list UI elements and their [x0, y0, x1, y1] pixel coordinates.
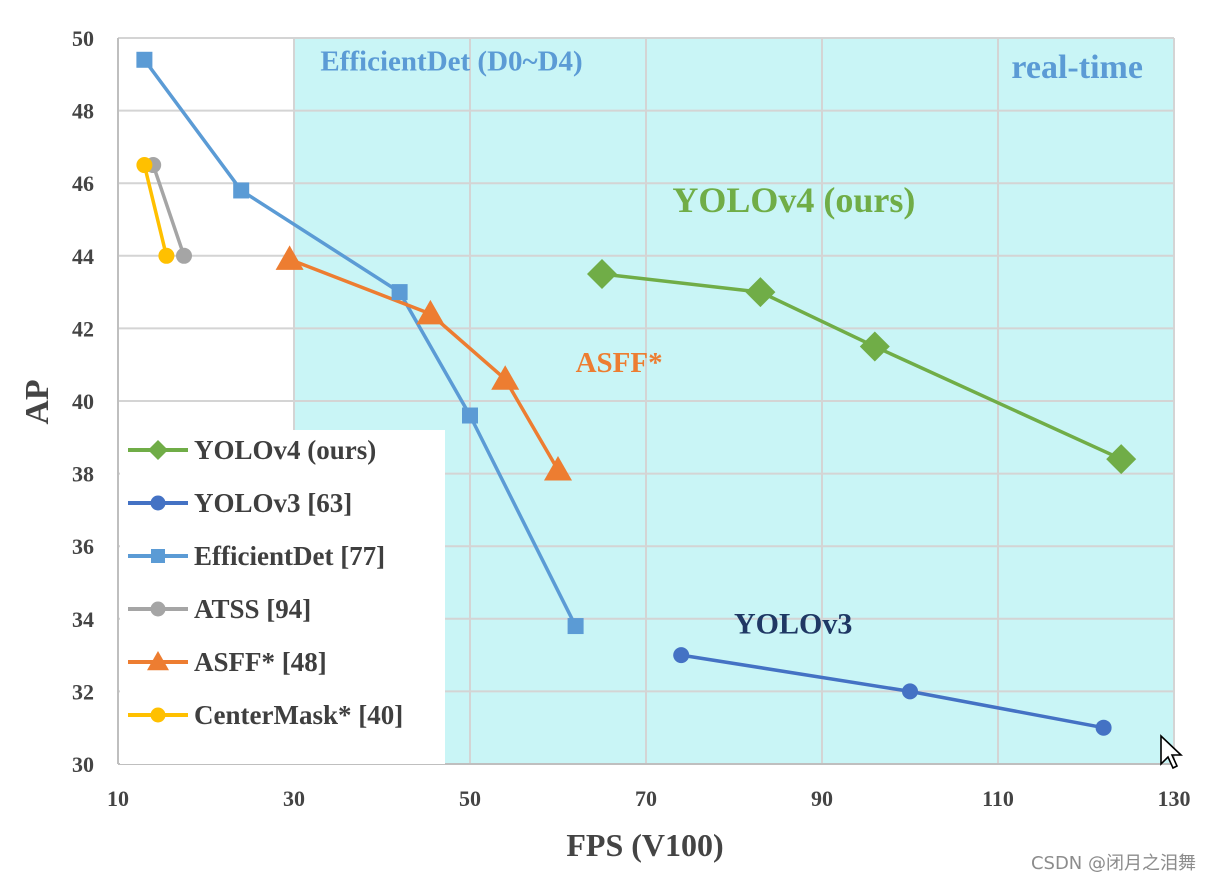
legend-label: YOLOv4 (ours) [194, 435, 376, 465]
legend-label: ASFF* [48] [194, 647, 327, 677]
circle-marker [176, 247, 192, 264]
circle-marker [673, 647, 690, 664]
mouse-cursor-icon [1160, 734, 1184, 770]
circle-marker [150, 601, 166, 617]
x-tick-label: 50 [459, 786, 481, 811]
series-line [142, 163, 169, 258]
annotation-label: YOLOv4 (ours) [672, 180, 915, 220]
watermark: CSDN @闭月之泪舞 [1031, 853, 1196, 874]
legend-label: YOLOv3 [63] [194, 488, 352, 518]
diamond-marker [745, 277, 776, 308]
diamond-marker [148, 440, 168, 460]
x-tick-label: 130 [1158, 786, 1191, 811]
circle-marker [1095, 719, 1112, 736]
legend-label: CenterMask* [40] [194, 700, 403, 730]
y-tick-label: 48 [72, 99, 94, 124]
annotation-label: YOLOv3 [734, 607, 852, 640]
triangle-marker [544, 455, 572, 481]
triangle-marker [416, 299, 445, 325]
x-tick-label: 70 [635, 786, 657, 811]
axes: 10 30 50 70 90 110 130 30 32 34 36 38 40 42 44 46 48 50 [72, 26, 1191, 811]
circle-marker [136, 157, 153, 174]
y-tick-label: 32 [72, 679, 94, 704]
square-marker [136, 51, 153, 68]
circle-marker [902, 683, 918, 700]
circle-marker [150, 707, 166, 723]
series-markers [136, 51, 1137, 736]
diamond-marker [1106, 444, 1137, 475]
square-marker [151, 549, 165, 563]
y-tick-label: 40 [72, 389, 94, 414]
circle-marker [158, 247, 175, 264]
square-marker [462, 407, 478, 424]
triangle-marker [491, 365, 520, 390]
y-tick-label: 50 [72, 26, 94, 51]
y-tick-label: 34 [72, 607, 94, 632]
series-line [151, 163, 186, 258]
square-marker [567, 618, 584, 635]
x-axis-title: FPS (V100) [566, 827, 723, 863]
annotation-label: EfficientDet (D0~D4) [320, 46, 582, 78]
y-tick-label: 46 [72, 171, 94, 196]
triangle-marker [275, 245, 304, 270]
x-tick-label: 90 [811, 786, 833, 811]
annotations: EfficientDet (D0~D4) real-time YOLOv4 (our… [320, 46, 1143, 641]
y-tick-label: 38 [72, 462, 94, 487]
x-tick-label: 10 [107, 786, 129, 811]
square-marker [233, 182, 250, 199]
y-axis-title: AP [19, 379, 56, 424]
circle-marker [150, 495, 166, 511]
annotation-label: ASFF* [576, 347, 663, 379]
x-tick-label: 110 [982, 786, 1014, 811]
y-tick-label: 36 [72, 534, 94, 559]
series-line [600, 272, 1123, 461]
legend-box [120, 430, 445, 764]
legend-label: EfficientDet [77] [194, 541, 385, 571]
y-tick-label: 30 [72, 752, 94, 777]
y-tick-label: 42 [72, 316, 94, 341]
triangle-marker [147, 651, 169, 671]
annotation-label: real-time [1011, 49, 1143, 86]
legend: YOLOv4 (ours) YOLOv3 [63] EfficientDet [77… [120, 430, 445, 764]
diamond-marker [859, 331, 890, 362]
diamond-marker [587, 258, 617, 289]
series-line [287, 257, 560, 472]
square-marker [391, 284, 408, 301]
x-tick-label: 30 [283, 786, 305, 811]
legend-label: ATSS [94] [194, 594, 311, 624]
y-tick-label: 44 [72, 244, 94, 269]
